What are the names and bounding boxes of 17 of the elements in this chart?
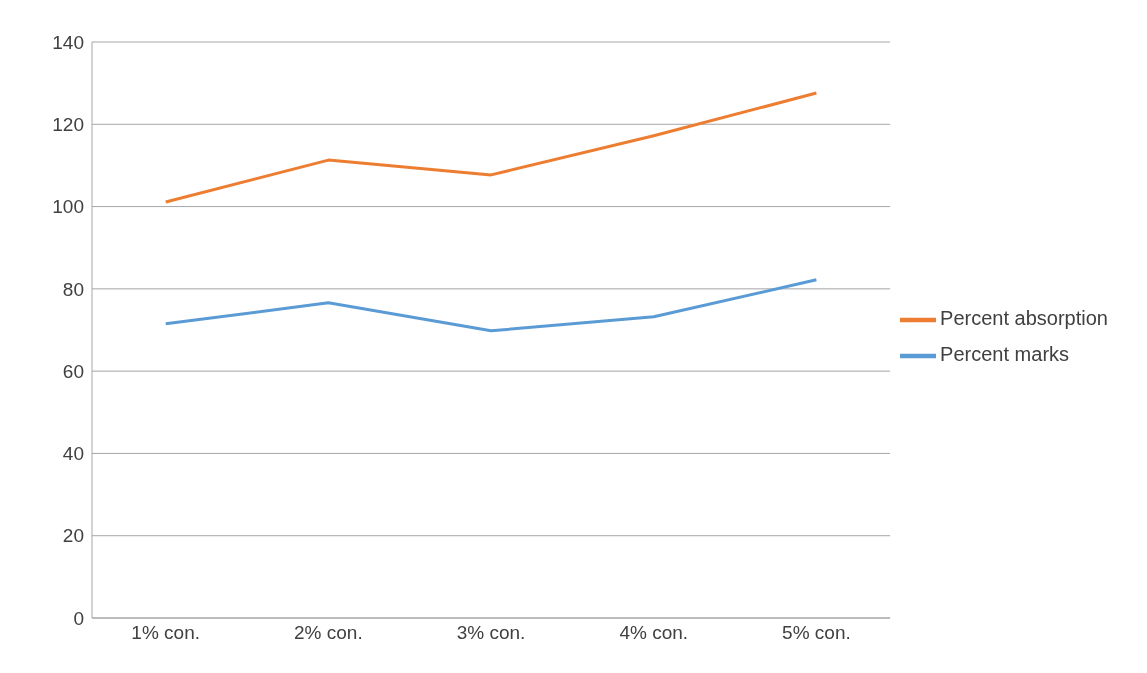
y-tick-label: 120: [52, 114, 84, 136]
y-tick-label: 140: [52, 31, 84, 53]
x-tick-label: 5% con.: [782, 622, 851, 644]
x-tick-label: 4% con.: [619, 622, 689, 644]
y-tick-label: 100: [52, 196, 84, 218]
y-tick-label: 20: [62, 525, 84, 547]
y-tick-label: 80: [62, 278, 84, 300]
y-tick-label: 60: [62, 360, 84, 382]
x-tick-label: 3% con.: [456, 622, 526, 644]
y-tick-label: 40: [62, 443, 84, 465]
x-tick-label: 1% con.: [131, 622, 201, 644]
line-series: [164, 91, 818, 204]
y-tick-label: 0: [73, 607, 84, 629]
legend-label: Percent marks: [940, 343, 1070, 366]
x-tick-label: 2% con.: [294, 622, 363, 644]
line-series: [164, 278, 818, 333]
legend-label: Percent absorption: [940, 307, 1108, 330]
